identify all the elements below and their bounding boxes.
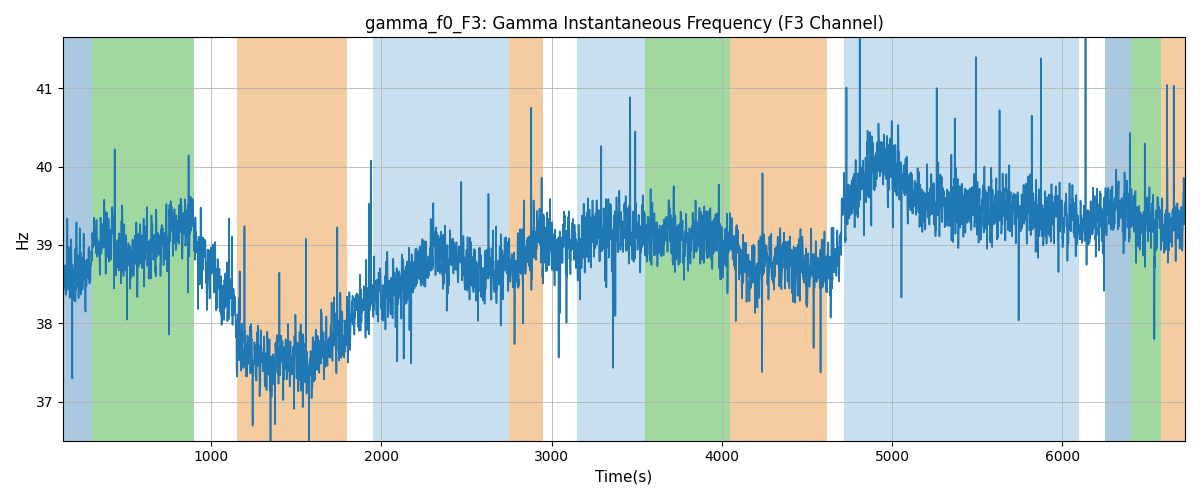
Bar xyxy=(1080,38,1105,440)
X-axis label: Time(s): Time(s) xyxy=(595,470,653,485)
Bar xyxy=(845,38,1080,440)
Bar xyxy=(347,38,373,440)
Bar xyxy=(373,38,509,440)
Bar xyxy=(62,38,92,440)
Bar xyxy=(194,38,236,440)
Bar xyxy=(509,38,544,440)
Bar xyxy=(92,38,194,440)
Bar xyxy=(828,38,845,440)
Bar xyxy=(236,38,347,440)
Bar xyxy=(1130,38,1162,440)
Bar xyxy=(577,38,646,440)
Bar xyxy=(544,38,577,440)
Bar xyxy=(731,38,828,440)
Bar xyxy=(1105,38,1130,440)
Bar xyxy=(646,38,731,440)
Title: gamma_f0_F3: Gamma Instantaneous Frequency (F3 Channel): gamma_f0_F3: Gamma Instantaneous Frequen… xyxy=(365,15,883,34)
Bar xyxy=(1162,38,1184,440)
Y-axis label: Hz: Hz xyxy=(16,230,30,249)
